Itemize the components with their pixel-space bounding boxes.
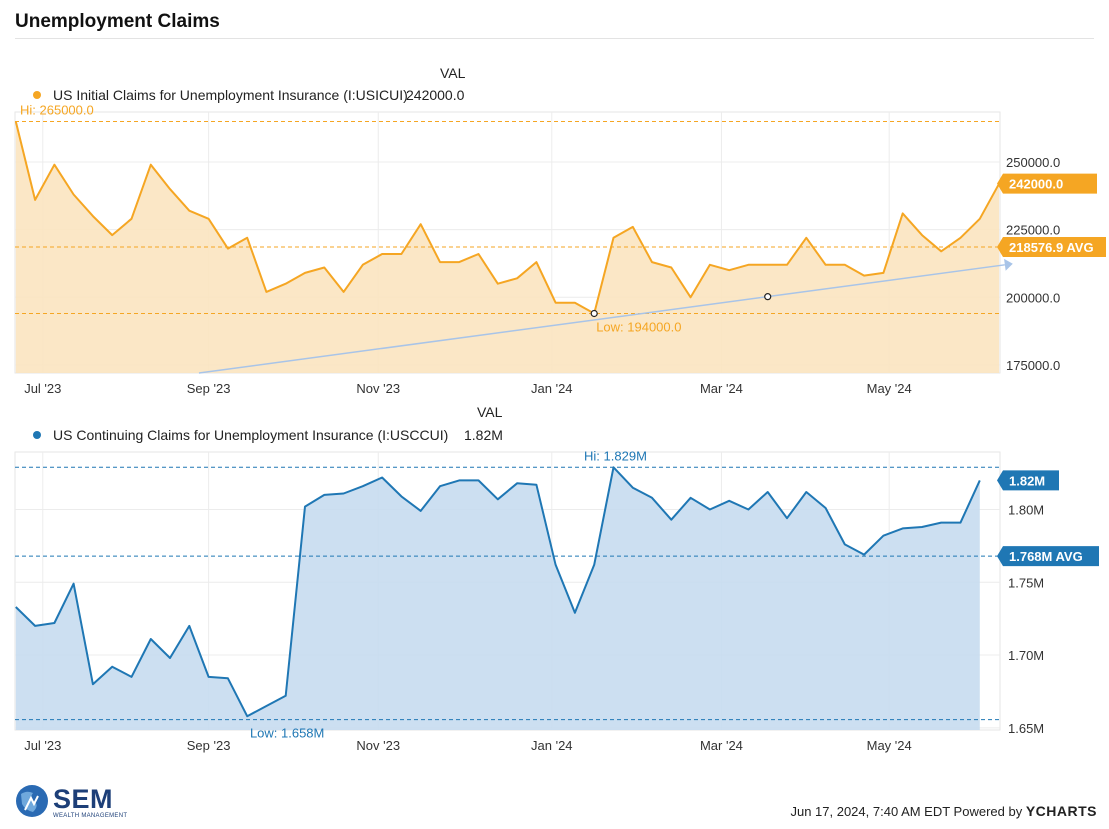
avg-badge-text: 218576.9 AVG: [1009, 240, 1094, 255]
val-header-initial: VAL: [440, 65, 466, 81]
title-divider: [15, 38, 1094, 39]
y-tick-label: 200000.0: [1006, 290, 1060, 305]
x-tick-label: Sep '23: [187, 381, 231, 396]
x-tick-label: Jul '23: [24, 381, 61, 396]
globe-icon: [16, 785, 48, 817]
footer-timestamp: Jun 17, 2024, 7:40 AM EDT Powered by: [790, 804, 1023, 819]
logo-text: SEM: [53, 784, 114, 814]
page-title: Unemployment Claims: [15, 11, 220, 32]
chart-panel-continuing: 1.80M 1.75M 1.70M 1.65M Jul '23 Sep '23 Nov '2…: [14, 448, 1099, 753]
avg-badge-text: 1.768M AVG: [1009, 549, 1083, 564]
y-tick-label: 225000.0: [1006, 223, 1060, 238]
trend-arrowhead: [1004, 258, 1013, 271]
trend-line: [198, 264, 1005, 374]
avg-badge-bg: [997, 237, 1106, 258]
ycharts-brand[interactable]: YCHARTS: [1025, 803, 1097, 819]
legend-value-initial: 242000.0: [406, 87, 465, 103]
logo-subtext: WEALTH MANAGEMENT: [53, 813, 128, 819]
x-tick-label: May '24: [867, 381, 912, 396]
legend-dot-continuing: [33, 431, 41, 440]
low-label: Low: 194000.0: [596, 319, 681, 334]
x-tick-label: Mar '24: [700, 381, 743, 396]
avg-badge-bg: [997, 546, 1099, 567]
low-marker: [590, 309, 598, 318]
legend-label-continuing: US Continuing Claims for Unemployment In…: [53, 427, 449, 443]
footer-credit: Jun 17, 2024, 7:40 AM EDT Powered by YCH…: [790, 803, 1097, 819]
y-tick-label: 1.65M: [1008, 721, 1044, 736]
x-tick-label: Mar '24: [700, 738, 743, 753]
x-tick-label: Sep '23: [187, 738, 231, 753]
legend-initial[interactable]: US Initial Claims for Unemployment Insur…: [33, 87, 408, 103]
x-tick-label: Jul '23: [24, 738, 61, 753]
y-tick-label: 1.80M: [1008, 502, 1044, 517]
last-value-badge-bg: [997, 470, 1059, 491]
legend-label-initial: US Initial Claims for Unemployment Insur…: [53, 87, 408, 103]
series-line-continuing: [15, 466, 981, 718]
x-tick-label: Jan '24: [531, 381, 573, 396]
x-tick-label: Nov '23: [356, 381, 400, 396]
y-tick-label: 250000.0: [1006, 155, 1060, 170]
low-label: Low: 1.658M: [250, 726, 324, 741]
trend-marker: [764, 293, 772, 301]
hi-label: Hi: 1.829M: [584, 448, 647, 463]
x-tick-label: May '24: [867, 738, 912, 753]
series-line-initial: [14, 121, 1000, 315]
chart-panel-initial: 250000.0 225000.0 200000.0 175000.0 Jul '23 S…: [14, 102, 1106, 396]
legend-dot-initial: [33, 91, 41, 100]
series-area-continuing: [15, 467, 980, 730]
last-value-badge-text: 242000.0: [1009, 177, 1063, 192]
hi-label: Hi: 265000.0: [20, 102, 94, 117]
y-tick-label: 1.70M: [1008, 648, 1044, 663]
legend-continuing[interactable]: US Continuing Claims for Unemployment In…: [33, 427, 448, 443]
y-tick-label: 175000.0: [1006, 358, 1060, 373]
x-tick-label: Jan '24: [531, 738, 573, 753]
legend-value-continuing: 1.82M: [464, 427, 503, 443]
x-tick-label: Nov '23: [356, 738, 400, 753]
series-area-initial: [15, 121, 1000, 373]
last-value-badge-text: 1.82M: [1009, 473, 1045, 488]
val-header-continuing: VAL: [477, 404, 503, 420]
y-tick-label: 1.75M: [1008, 575, 1044, 590]
last-value-badge-bg: [997, 173, 1097, 194]
